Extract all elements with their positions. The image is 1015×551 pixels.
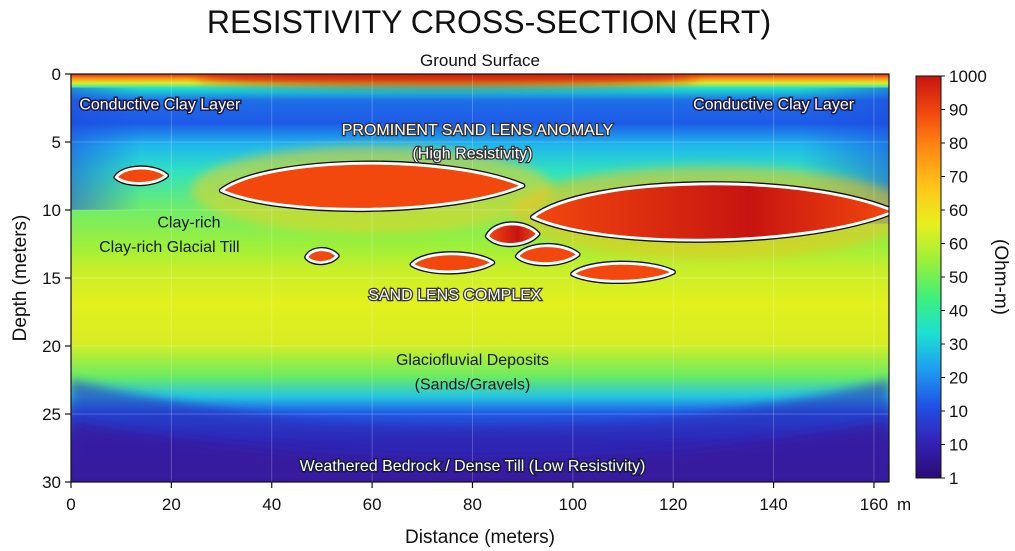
chart-title: RESISTIVITY CROSS-SECTION (ERT) [207, 4, 771, 40]
colorbar-tick-label: 20 [949, 369, 968, 388]
anomaly-lens-h [570, 260, 676, 285]
y-tick-label: 15 [42, 269, 61, 288]
x-unit-label: m [897, 495, 911, 514]
x-tick-label: 40 [262, 495, 281, 514]
annotation-sand-lens-sub: (High Resistivity) [412, 145, 532, 162]
colorbar-tick-label: 50 [949, 268, 968, 287]
y-axis-title: Depth (meters) [10, 215, 31, 342]
anomaly-outline-white [305, 248, 339, 264]
anomaly-lens-b [218, 160, 526, 213]
x-axis-title: Distance (meters) [405, 527, 555, 548]
annotation-till-line2: Clay-rich Glacial Till [99, 239, 239, 256]
annotation-glacio-line2: (Sands/Gravels) [415, 377, 531, 394]
anomaly-lens-e [304, 246, 340, 266]
clay-edge-left [71, 87, 141, 210]
annotation-sand-lens-complex: SAND LENS COMPLEX [368, 287, 542, 304]
colorbar-tick-label: 1 [949, 469, 958, 488]
x-tick-label: 160 [860, 495, 888, 514]
anomaly-outline-white [516, 244, 580, 265]
anomaly-lens-d [484, 221, 541, 248]
colorbar-tick-label: 60 [949, 201, 968, 220]
colorbar-tick-label: 90 [949, 101, 968, 120]
colorbar-tick-label: 70 [949, 168, 968, 187]
annotation-clay-right: Conductive Clay Layer [693, 96, 855, 113]
y-tick-label: 10 [42, 201, 61, 220]
x-tick-label: 140 [759, 495, 787, 514]
anomaly-lens-c [529, 181, 889, 243]
ground-surface-label: Ground Surface [420, 51, 540, 70]
annotation-clay-left: Conductive Clay Layer [79, 96, 241, 113]
y-tick-label: 20 [42, 337, 61, 356]
colorbar [915, 75, 942, 479]
colorbar-tick-label: 10 [949, 436, 968, 455]
x-tick-label: 0 [66, 495, 75, 514]
anomaly-lens-g [514, 242, 581, 267]
annotation-bedrock: Weathered Bedrock / Dense Till (Low Resi… [300, 458, 646, 475]
anomaly-outline-white [114, 166, 168, 185]
annotation-till-line1: Clay-rich [157, 215, 220, 232]
surface-high [196, 74, 699, 87]
anomaly-outline-white [410, 252, 494, 274]
x-tick-label: 20 [162, 495, 181, 514]
anomaly-outline-white [531, 182, 889, 242]
x-tick-label: 100 [559, 495, 587, 514]
anomaly-lens-f [409, 251, 496, 275]
anomaly-outline-white [486, 222, 540, 246]
anomaly-outline-white [220, 161, 525, 211]
colorbar-title: (Ohm-m) [990, 239, 1011, 315]
colorbar-tick-label: 40 [949, 302, 968, 321]
colorbar-tick-label: 30 [949, 335, 968, 354]
y-tick-label: 0 [52, 65, 61, 84]
x-tick-label: 120 [659, 495, 687, 514]
y-tick-label: 30 [42, 473, 61, 492]
colorbar-tick-label: 10 [949, 402, 968, 421]
y-tick-label: 25 [42, 405, 61, 424]
annotation-glacio-line1: Glaciofluvial Deposits [396, 352, 549, 369]
anomaly-lens-a [113, 165, 170, 187]
colorbar-tick-label: 60 [949, 235, 968, 254]
colorbar-tick-label: 80 [949, 134, 968, 153]
x-tick-label: 80 [463, 495, 482, 514]
y-tick-label: 5 [52, 133, 61, 152]
bedrock-deep [71, 420, 889, 482]
annotation-sand-lens-title: PROMINENT SAND LENS ANOMALY [342, 122, 614, 139]
colorbar-tick-label: 1000 [949, 67, 987, 86]
anomaly-outline-white [571, 261, 675, 283]
x-tick-label: 60 [363, 495, 382, 514]
